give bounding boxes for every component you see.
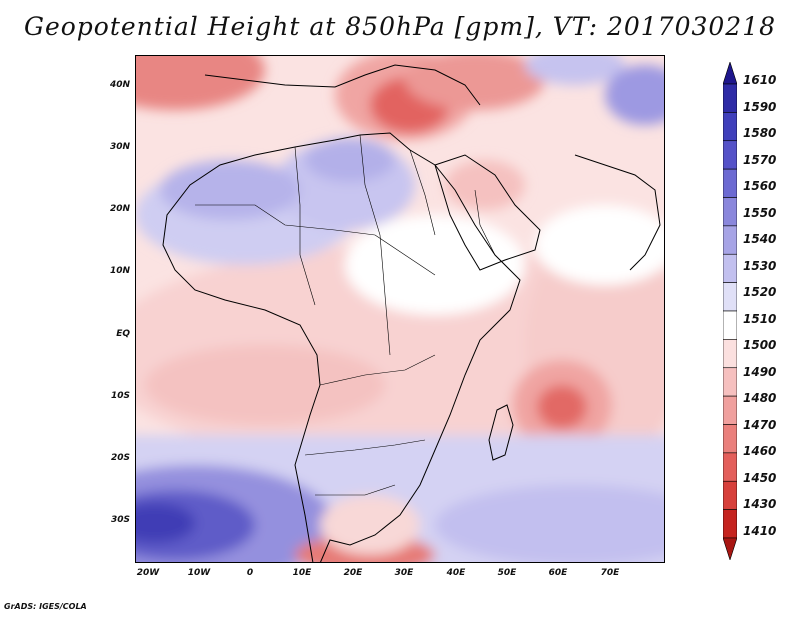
colorbar-swatch: [723, 480, 737, 510]
colorbar-label: 1560: [743, 179, 777, 194]
madagascar-coastline: [488, 404, 514, 461]
colorbar-label: 1450: [743, 470, 777, 485]
colorbar-swatch: [723, 339, 737, 369]
arabia-low: [445, 160, 525, 210]
colorbar-swatch: [723, 424, 737, 454]
map-field: [135, 55, 665, 563]
colorbar-swatch: [723, 282, 737, 312]
border-line-5: [319, 354, 436, 386]
border-line-8: [474, 189, 496, 256]
colorbar-bottom-arrow: [723, 537, 737, 560]
turkey-low: [405, 55, 545, 110]
lon-tick: 60E: [548, 568, 568, 578]
lon-tick: 20E: [343, 568, 363, 578]
lon-tick: 10W: [187, 568, 211, 578]
border-line-4: [409, 149, 436, 236]
colorbar-label: 1580: [743, 126, 777, 141]
southern-africa-field: [320, 495, 420, 555]
lat-tick: 30N: [109, 142, 130, 152]
europe-coastline: [204, 64, 481, 106]
colorbar-swatch: [723, 367, 737, 397]
lat-tick: 20S: [110, 453, 130, 463]
border-line-1: [195, 204, 436, 276]
colorbar-label: 1430: [743, 497, 777, 512]
cyclone-inner: [537, 385, 587, 429]
lon-tick: 20W: [136, 568, 160, 578]
colorbar-label: 1410: [743, 524, 777, 538]
central-asia-high: [525, 55, 625, 85]
algeria-high-inner: [305, 138, 395, 182]
lon-tick: 0: [246, 568, 254, 578]
colorbar-swatch: [723, 197, 737, 227]
lat-tick: 20N: [109, 204, 130, 214]
arabian-neutral: [535, 205, 665, 285]
colorbar-swatch: [723, 140, 737, 170]
chart-title: Geopotential Height at 850hPa [gpm], VT:…: [23, 12, 777, 41]
colorbar-label: 1460: [743, 444, 777, 459]
lat-tick: 30S: [110, 515, 130, 525]
colorbar-label: 1550: [743, 205, 777, 220]
lat-tick: 10N: [109, 266, 130, 276]
sahel-neutral: [345, 215, 525, 315]
lon-tick: 70E: [600, 568, 620, 578]
lat-tick: 40N: [109, 80, 130, 90]
colorbar-swatch: [723, 310, 737, 340]
indian-ocean-high: [435, 485, 665, 563]
colorbar-swatch: [723, 253, 737, 283]
sahara-high-inner: [160, 160, 300, 220]
border-line-2: [294, 146, 316, 306]
arabia-coastline: [434, 154, 541, 271]
colorbar-label: 1610: [743, 73, 777, 87]
lon-tick: 50E: [497, 568, 517, 578]
colorbar-swatch: [723, 509, 737, 539]
colorbar-label: 1480: [743, 391, 777, 406]
lat-tick: EQ: [116, 329, 130, 339]
gulf-guinea-field: [145, 345, 385, 425]
colorbar-label: 1520: [743, 285, 777, 300]
colorbar: [723, 62, 737, 560]
colorbar-label: 1540: [743, 232, 777, 247]
colorbar-swatch: [723, 395, 737, 425]
border-line-7: [315, 484, 396, 496]
south-atlantic-high-center: [135, 503, 195, 543]
footer-credit: GrADS: IGES/COLA: [4, 602, 87, 611]
colorbar-swatch: [723, 225, 737, 255]
colorbar-swatch: [723, 452, 737, 482]
lon-tick: 40E: [446, 568, 466, 578]
india-coastline: [574, 154, 661, 271]
lon-tick: 10E: [292, 568, 312, 578]
colorbar-swatch: [723, 112, 737, 142]
atlantic-north-low: [135, 55, 265, 110]
colorbar-top-arrow: [723, 62, 737, 85]
himalaya-high: [605, 65, 665, 125]
border-line-6: [304, 439, 426, 456]
colorbar-label: 1590: [743, 99, 777, 114]
colorbar-swatch: [723, 83, 737, 113]
border-line-3: [359, 134, 391, 356]
lat-tick: 10S: [110, 391, 130, 401]
map-panel: [135, 55, 665, 563]
colorbar-label: 1510: [743, 311, 777, 326]
colorbar-label: 1570: [743, 152, 777, 167]
colorbar-label: 1500: [743, 338, 777, 353]
colorbar-label: 1490: [743, 364, 777, 379]
colorbar-swatch: [723, 168, 737, 198]
colorbar-label: 1530: [743, 258, 777, 273]
lon-tick: 30E: [394, 568, 414, 578]
colorbar-label: 1470: [743, 417, 777, 432]
